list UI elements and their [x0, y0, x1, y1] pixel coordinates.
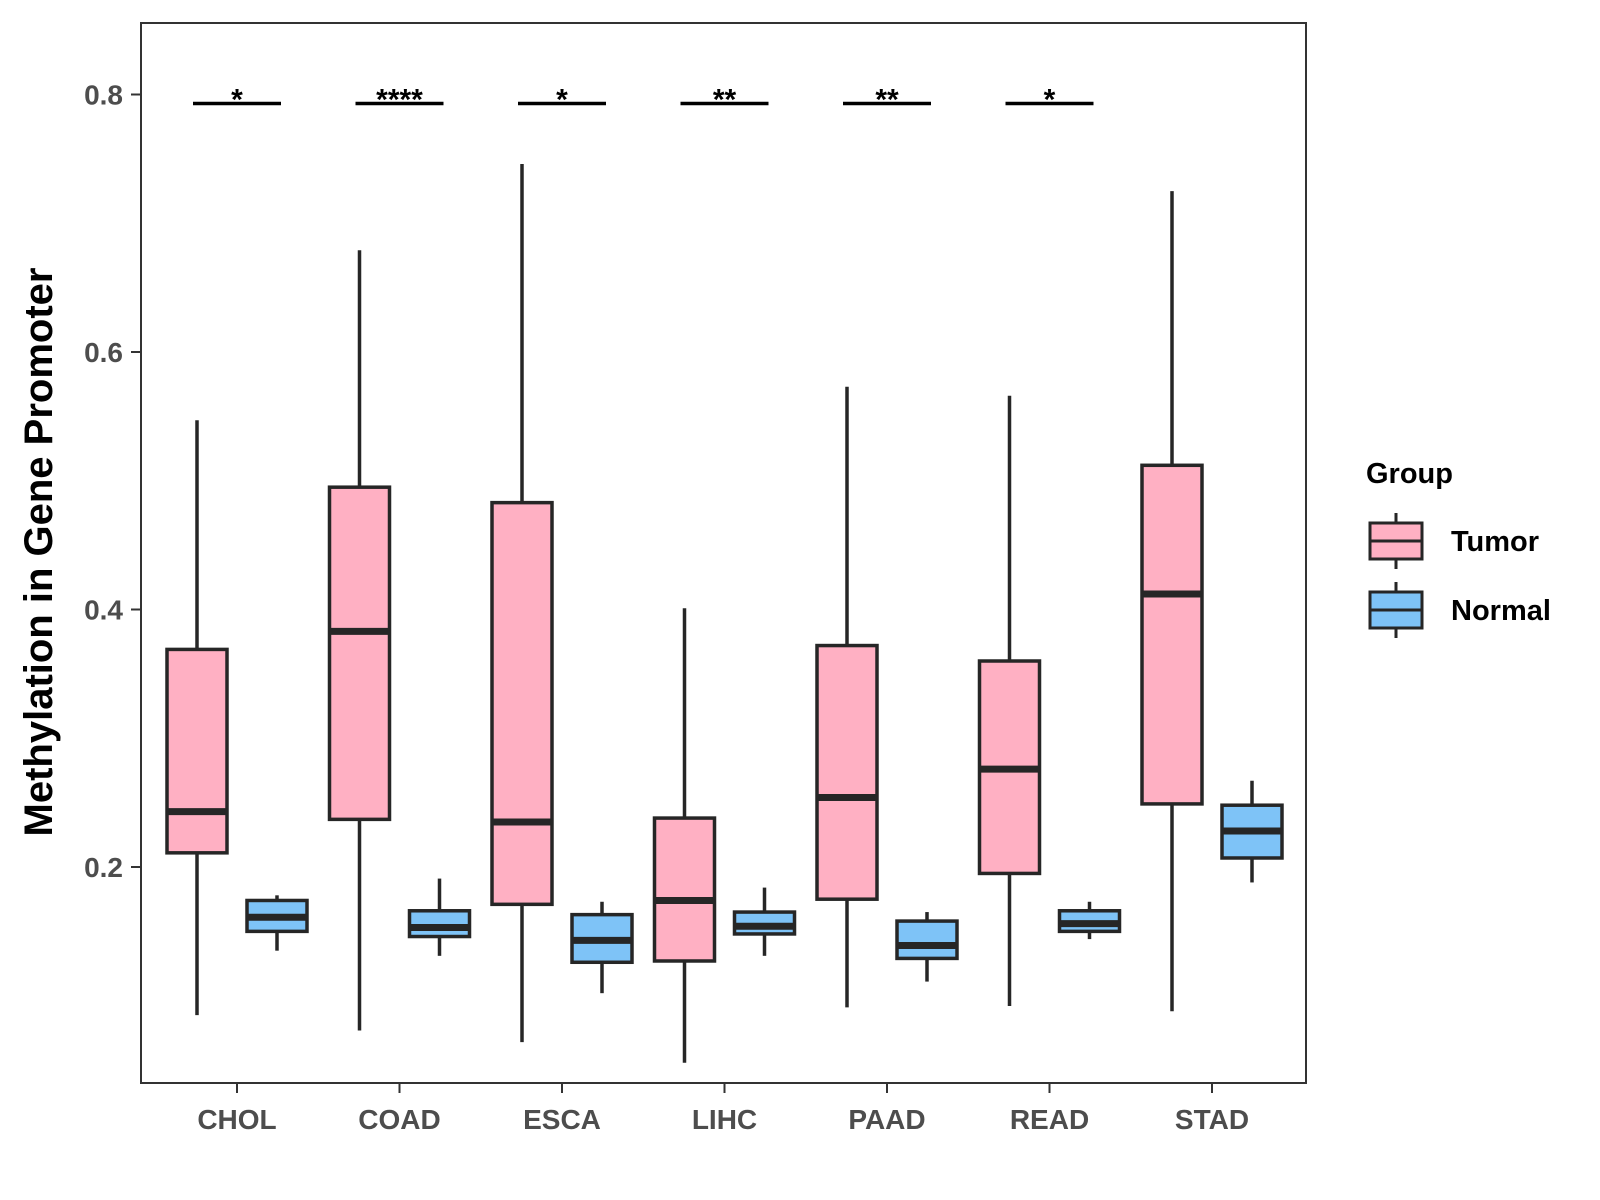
x-tick-label-lihc: LIHC — [692, 1104, 757, 1135]
box-body-tumor-lihc — [652, 816, 717, 963]
box-normal-read — [1057, 901, 1122, 940]
box-tumor-stad — [1140, 191, 1204, 1012]
box-tumor-paad — [815, 386, 879, 1008]
box-tumor-esca — [490, 164, 554, 1043]
significance-label-paad: ** — [875, 84, 899, 117]
box-body-tumor-esca — [490, 500, 554, 907]
box-tumor-read — [977, 395, 1042, 1007]
y-axis-title: Methylation in Gene Promoter — [17, 268, 61, 837]
box-body-tumor-coad — [327, 485, 392, 822]
legend-label-tumor: Tumor — [1451, 526, 1539, 558]
box-normal-stad — [1220, 780, 1284, 883]
legend-title: Group — [1366, 458, 1453, 490]
y-axis: 0.2 0.4 0.6 0.8 — [84, 80, 141, 883]
significance-label-lihc: ** — [713, 84, 737, 117]
legend-item-normal: Normal — [1368, 582, 1551, 638]
box-normal-lihc — [732, 887, 797, 956]
box-body-tumor-paad — [815, 643, 879, 901]
box-normal-coad — [407, 878, 472, 956]
y-tick-label-0-4: 0.4 — [84, 595, 123, 626]
box-body-tumor-stad — [1140, 463, 1204, 806]
box-body-normal-coad — [407, 909, 472, 939]
y-tick-label-0-8: 0.8 — [84, 80, 123, 111]
x-axis: CHOL COAD ESCA LIHC PAAD READ STAD — [197, 1083, 1249, 1135]
significance-label-coad: **** — [376, 84, 423, 117]
x-tick-label-coad: COAD — [358, 1104, 440, 1135]
box-normal-paad — [895, 912, 959, 982]
x-tick-label-esca: ESCA — [523, 1104, 601, 1135]
legend-item-tumor: Tumor — [1368, 513, 1539, 569]
significance-label-esca: * — [556, 84, 568, 117]
significance-label-chol: * — [231, 84, 243, 117]
legend-label-normal: Normal — [1451, 595, 1551, 627]
box-body-normal-paad — [895, 919, 959, 961]
y-tick-label-0-6: 0.6 — [84, 337, 123, 368]
y-tick-label-0-2: 0.2 — [84, 852, 123, 883]
x-tick-label-read: READ — [1010, 1104, 1089, 1135]
x-tick-label-paad: PAAD — [848, 1104, 925, 1135]
box-tumor-coad — [327, 250, 392, 1031]
box-body-tumor-chol — [165, 647, 229, 855]
box-normal-chol — [245, 895, 309, 951]
box-tumor-lihc — [652, 608, 717, 1063]
plot-marks: * **** * ** ** * — [165, 84, 1284, 1063]
legend: Group Tumor Normal — [1366, 458, 1551, 638]
significance-label-read: * — [1044, 84, 1056, 117]
box-normal-esca — [570, 901, 634, 994]
box-tumor-chol — [165, 420, 229, 1016]
x-tick-label-chol: CHOL — [197, 1104, 276, 1135]
x-tick-label-stad: STAD — [1175, 1104, 1249, 1135]
